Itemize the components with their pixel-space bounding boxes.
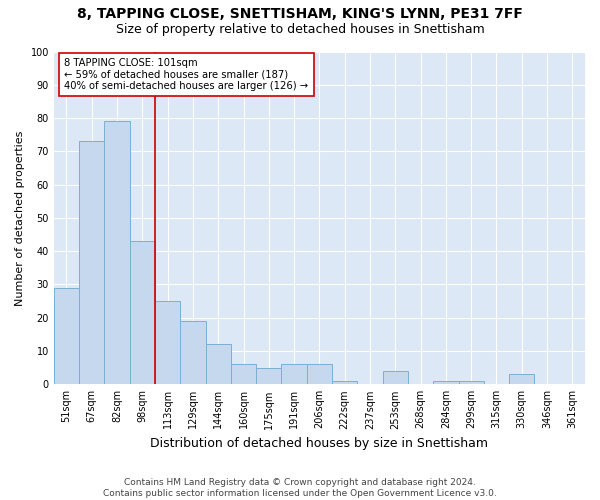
- Y-axis label: Number of detached properties: Number of detached properties: [15, 130, 25, 306]
- Bar: [79, 142, 104, 384]
- Text: Contains HM Land Registry data © Crown copyright and database right 2024.
Contai: Contains HM Land Registry data © Crown c…: [103, 478, 497, 498]
- Bar: [54, 288, 79, 384]
- Bar: [104, 122, 130, 384]
- Bar: [130, 241, 155, 384]
- Bar: [458, 381, 484, 384]
- Text: 8 TAPPING CLOSE: 101sqm
← 59% of detached houses are smaller (187)
40% of semi-d: 8 TAPPING CLOSE: 101sqm ← 59% of detache…: [64, 58, 308, 92]
- Bar: [509, 374, 535, 384]
- Bar: [180, 321, 206, 384]
- Bar: [256, 368, 281, 384]
- Bar: [307, 364, 332, 384]
- Bar: [383, 371, 408, 384]
- Bar: [231, 364, 256, 384]
- Bar: [155, 301, 180, 384]
- Text: Size of property relative to detached houses in Snettisham: Size of property relative to detached ho…: [116, 22, 484, 36]
- X-axis label: Distribution of detached houses by size in Snettisham: Distribution of detached houses by size …: [151, 437, 488, 450]
- Bar: [433, 381, 458, 384]
- Bar: [281, 364, 307, 384]
- Bar: [206, 344, 231, 385]
- Text: 8, TAPPING CLOSE, SNETTISHAM, KING'S LYNN, PE31 7FF: 8, TAPPING CLOSE, SNETTISHAM, KING'S LYN…: [77, 8, 523, 22]
- Bar: [332, 381, 358, 384]
